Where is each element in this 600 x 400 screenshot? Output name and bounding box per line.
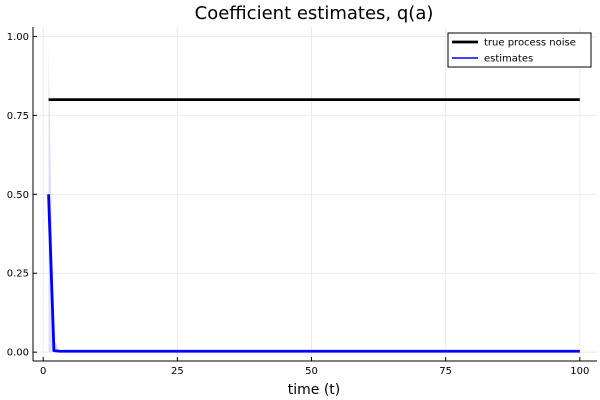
line-estimates: [47, 194, 580, 353]
series-lines: [47, 98, 580, 353]
legend-box: [447, 32, 592, 68]
x-tick-label: 50: [305, 366, 318, 377]
y-tick-label: 1.00: [7, 32, 29, 43]
y-tick-label: 0.75: [7, 111, 29, 122]
x-tick-label: 0: [40, 366, 46, 377]
x-tick-label: 100: [570, 366, 589, 377]
y-tick-label: 0.00: [7, 348, 29, 359]
y-tick-label: 0.50: [7, 190, 29, 201]
axes: [32, 27, 597, 362]
x-tick-labels: 0 25 50 75 100: [40, 366, 589, 377]
chart-title: Coefficient estimates, q(a): [195, 3, 434, 24]
x-tick-label: 25: [171, 366, 184, 377]
legend-label-estimates: estimates: [484, 54, 533, 65]
grid: [33, 27, 597, 361]
y-tick-labels: 0.00 0.25 0.50 0.75 1.00: [7, 32, 29, 359]
band-estimates: [48, 45, 580, 353]
x-tick-label: 75: [439, 366, 452, 377]
legend-label-true-process-noise: true process noise: [484, 38, 576, 49]
legend: true process noise estimates: [447, 32, 592, 68]
x-axis-label: time (t): [288, 382, 341, 398]
y-tick-label: 0.25: [7, 269, 29, 280]
estimates-band: [48, 45, 580, 353]
